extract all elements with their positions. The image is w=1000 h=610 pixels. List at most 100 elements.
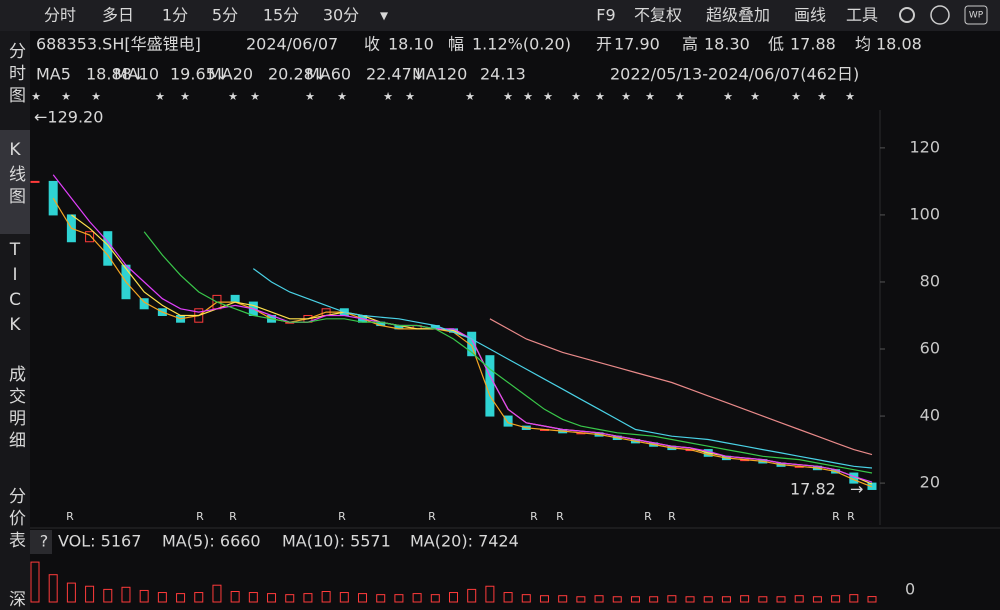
ma-value: 20.28↓ [268,65,327,84]
sidebar-tab[interactable]: 分价表 [5,487,26,553]
ma-line [489,318,873,456]
toolbar-icons[interactable]: WP [899,5,988,25]
volume-bar [667,595,677,603]
info-close: 18.10 [388,35,434,54]
candle [103,231,113,266]
ma-label: MA120 [412,65,467,84]
volume-bar [849,594,859,603]
volume-bar [121,586,131,603]
ma-label: MA10 [114,65,159,84]
toolbar-tab[interactable]: 1分 [162,6,188,25]
sidebar-tab[interactable]: 分时图 [5,42,26,108]
toolbar-tool[interactable]: 工具 [846,6,878,25]
star-marker: ★ [91,90,101,103]
volume-bar [503,592,513,603]
toolbar-tab[interactable]: 15分 [263,6,299,25]
help-icon[interactable] [930,5,950,25]
candle [230,294,240,303]
volume-bar [194,592,204,603]
info-low: 17.88 [790,35,836,54]
candle [30,180,40,183]
r-marker: R [644,510,652,523]
y-tick-label: 60 [920,339,940,358]
star-marker: ★ [228,90,238,103]
volume-bar [831,595,841,603]
toolbar-tool[interactable]: 超级叠加 [706,6,770,25]
volume-bar [703,596,713,603]
r-marker: R [668,510,676,523]
info-close-label: 收 [364,35,380,54]
toolbar-tab[interactable]: 5分 [212,6,238,25]
star-marker: ★ [61,90,71,103]
volume-header: ? [40,532,49,551]
candle [485,355,495,417]
sidebar-tab[interactable]: 成交明细 [5,365,26,453]
volume-bar [449,592,458,603]
volume-bar [103,588,113,603]
volume-bar [776,596,786,603]
ma-label: MA20 [208,65,253,84]
info-open-label: 开 [596,35,612,54]
toolbar-tab[interactable]: 多日 [102,6,134,25]
volume-bar [558,595,568,603]
star-marker: ★ [305,90,315,103]
volume-bar [139,589,149,603]
volume-bar [66,582,76,603]
ma-line [252,268,873,469]
sidebar-tab[interactable]: 深 [5,590,26,610]
star-marker: ★ [621,90,631,103]
sidebar-tab[interactable]: K线图 [5,140,26,209]
volume-bar [285,594,295,603]
r-marker: R [847,510,855,523]
sidebar-tab[interactable]: TICK [5,240,25,340]
volume-header: MA(20): 7424 [410,532,519,551]
sidebar [0,31,30,610]
volume-bar [612,596,622,603]
y-tick-label: 40 [920,406,940,425]
sidebar-active [0,130,30,234]
volume-bar [576,596,586,603]
settings-icon[interactable] [899,7,915,23]
info-change-label: 幅 [448,35,464,54]
toolbar-tab[interactable]: 分时 [44,6,76,25]
y-tick-label: 20 [920,473,940,492]
wp-icon[interactable] [964,5,988,25]
y-tick-label: 100 [909,204,940,223]
star-marker: ★ [523,90,533,103]
candle [503,415,513,427]
r-marker: R [530,510,538,523]
star-marker: ★ [503,90,513,103]
star-marker: ★ [543,90,553,103]
volume-bar [685,596,695,603]
star-marker: ★ [383,90,393,103]
r-marker: R [66,510,74,523]
volume-bar [430,594,440,603]
star-marker: ★ [750,90,760,103]
star-marker: ★ [180,90,190,103]
low-arrow: → [850,480,863,499]
r-marker: R [338,510,346,523]
toolbar-tool[interactable]: 画线 [794,6,826,25]
star-marker: ★ [817,90,827,103]
ma-value: 22.47↓ [366,65,425,84]
volume-bar [594,595,604,603]
toolbar-tab[interactable]: 30分 [323,6,359,25]
star-marker: ★ [571,90,581,103]
toolbar-tool[interactable]: F9 [596,6,615,25]
volume-bar [467,588,477,603]
star-marker: ★ [31,90,41,103]
volume-bar [267,593,277,603]
y-tick-label: 80 [920,271,940,290]
wp-label[interactable]: WP [969,11,984,21]
volume-bar [176,593,186,603]
volume-bar [485,585,495,603]
info-open: 17.90 [614,35,660,54]
toolbar-tool[interactable]: 不复权 [634,6,682,25]
ma-value: 24.13 [480,65,526,84]
high-label: ←129.20 [34,108,103,127]
volume-bar [867,596,877,603]
volume-bar [740,595,750,603]
volume-bar [358,593,368,603]
toolbar-tab[interactable]: ▾ [380,6,388,25]
